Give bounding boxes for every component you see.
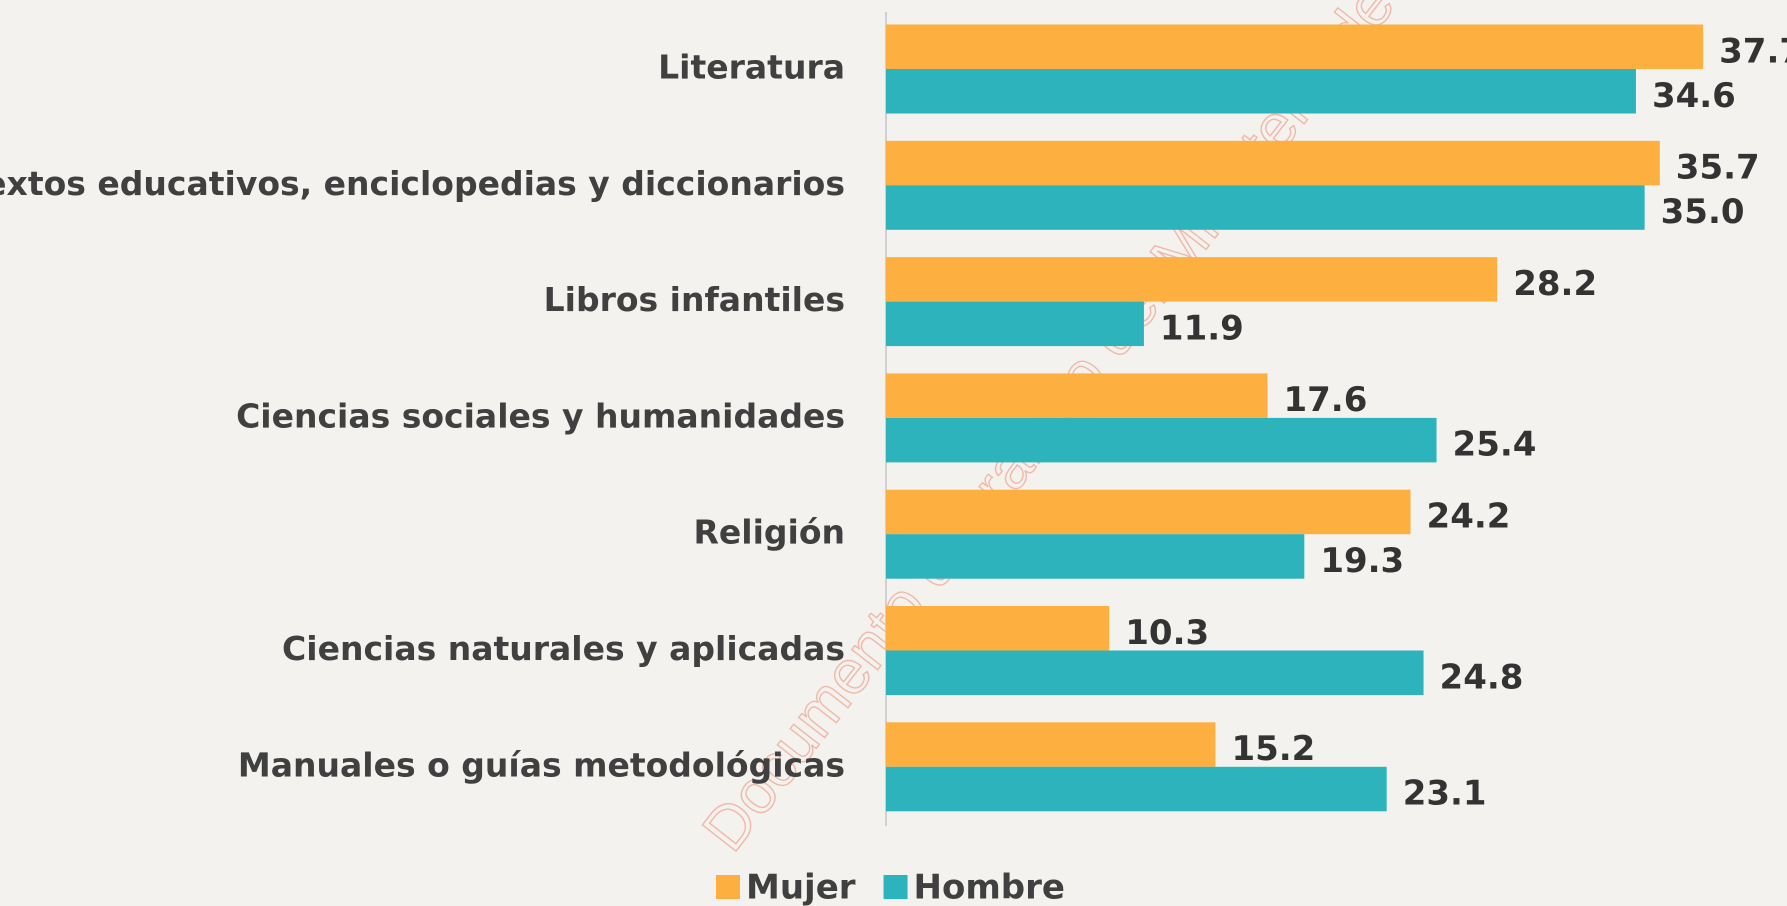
bar	[886, 69, 1636, 114]
legend-label: Mujer	[746, 868, 856, 906]
value-label: 28.2	[1513, 264, 1597, 304]
bar	[886, 185, 1645, 230]
category-label: Ciencias sociales y humanidades	[236, 396, 845, 435]
value-label: 24.8	[1440, 657, 1524, 697]
value-label: 34.6	[1652, 76, 1736, 116]
bar	[886, 650, 1424, 695]
category-label: Libros infantiles	[544, 280, 845, 319]
value-label: 17.6	[1283, 380, 1367, 420]
value-label: 10.3	[1125, 613, 1209, 653]
bar	[886, 373, 1268, 418]
bar	[886, 766, 1387, 812]
value-label: 25.4	[1453, 425, 1537, 465]
bar	[886, 534, 1305, 579]
bar	[886, 722, 1216, 767]
bar	[886, 24, 1704, 69]
category-label: Textos educativos, enciclopedias y dicci…	[0, 164, 845, 203]
value-label: 24.2	[1427, 496, 1511, 536]
value-label: 15.2	[1231, 729, 1315, 769]
bar	[886, 140, 1660, 186]
bar	[886, 301, 1144, 347]
bar	[886, 257, 1498, 302]
value-label: 11.9	[1160, 308, 1244, 348]
category-label: Religión	[693, 513, 845, 552]
value-label: 35.0	[1661, 192, 1745, 232]
value-label: 23.1	[1403, 774, 1487, 814]
bar	[886, 417, 1437, 463]
value-label: 37.7	[1719, 31, 1787, 71]
value-label: 19.3	[1320, 541, 1404, 581]
category-label: Manuales o guías metodológicas	[238, 745, 845, 784]
legend-swatch	[883, 875, 908, 899]
legend-swatch	[716, 875, 740, 899]
legend-label: Hombre	[914, 868, 1065, 906]
bar	[886, 489, 1411, 535]
value-label: 35.7	[1676, 148, 1760, 188]
category-label: Ciencias naturales y aplicadas	[282, 629, 845, 668]
category-label: Literatura	[658, 48, 845, 87]
bar	[886, 606, 1110, 651]
